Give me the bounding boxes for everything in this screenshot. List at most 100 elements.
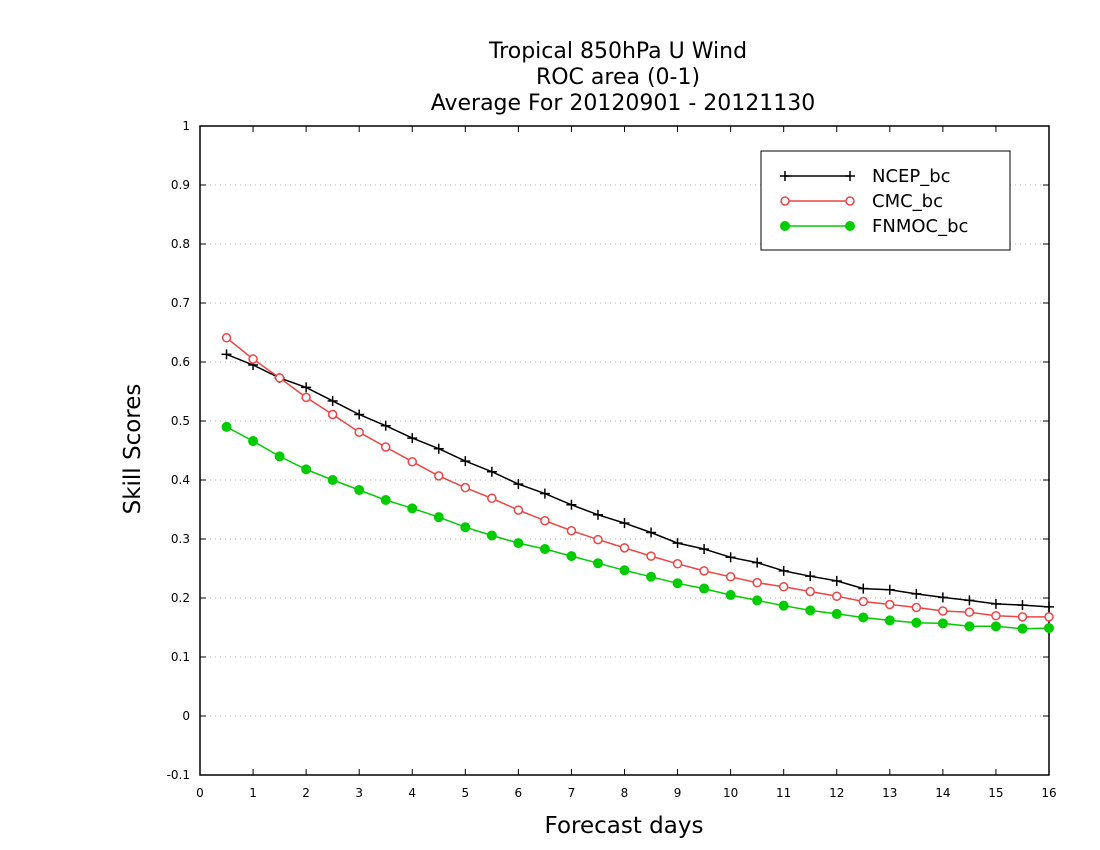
- data-point-marker: [845, 221, 855, 231]
- data-point-marker: [1044, 612, 1054, 622]
- data-point-marker: [725, 572, 736, 582]
- data-point-marker: [513, 505, 524, 515]
- grid-lines: [200, 184, 1049, 717]
- series-ncep-bc: [221, 349, 1054, 612]
- x-tick-label: 9: [674, 786, 682, 800]
- y-tick-label: 1: [182, 119, 190, 133]
- x-axis-ticks: 0 1 2 3 4 5 6 7 8 9 10 11 12 13 14 15 16: [196, 126, 1057, 800]
- data-point-marker: [539, 544, 550, 555]
- data-point-marker: [884, 615, 895, 626]
- x-tick-label: 16: [1041, 786, 1056, 800]
- y-tick-label: 0.5: [171, 414, 190, 428]
- data-point-marker: [460, 522, 471, 533]
- x-tick-label: 10: [723, 786, 738, 800]
- legend-item: CMC_bc: [780, 191, 943, 212]
- data-point-marker: [592, 558, 603, 569]
- series-line: [226, 337, 1049, 618]
- y-axis-ticks: -0.1 0 0.1 0.2 0.3 0.4 0.5 0.6 0.7 0.8 0.9 1: [167, 119, 1049, 782]
- data-point-marker: [780, 196, 790, 206]
- data-point-marker: [964, 621, 975, 632]
- legend-items: NCEP_bc CMC_bc FNMOC_bc: [780, 166, 968, 237]
- data-point-marker: [434, 471, 444, 481]
- y-axis-label: Skill Scores: [120, 384, 146, 515]
- x-tick-label: 13: [882, 786, 897, 800]
- data-point-marker: [513, 538, 524, 549]
- x-tick-label: 8: [621, 786, 629, 800]
- data-point-marker: [248, 354, 258, 364]
- x-tick-label: 3: [355, 786, 363, 800]
- data-point-marker: [805, 586, 815, 597]
- data-point-marker: [327, 409, 338, 420]
- legend-item: NCEP_bc: [780, 166, 951, 187]
- chart-title: Tropical 850hPa U Wind ROC area (0-1) Av…: [431, 39, 816, 116]
- data-point-marker: [221, 421, 232, 432]
- x-axis-label: Forecast days: [545, 813, 704, 839]
- data-point-marker: [672, 559, 683, 569]
- data-point-marker: [832, 591, 842, 601]
- data-point-marker: [778, 582, 789, 592]
- y-tick-label: 0: [182, 709, 190, 723]
- data-point-marker: [460, 482, 471, 493]
- legend-label: NCEP_bc: [872, 166, 951, 187]
- x-tick-label: 7: [568, 786, 576, 800]
- data-point-marker: [327, 475, 338, 485]
- data-point-marker: [566, 551, 577, 562]
- data-point-marker: [725, 590, 736, 601]
- legend: NCEP_bc CMC_bc FNMOC_bc: [760, 150, 1011, 251]
- data-point-marker: [301, 464, 312, 475]
- data-point-marker: [780, 221, 790, 231]
- data-point-marker: [566, 525, 577, 536]
- data-point-marker: [221, 333, 232, 343]
- data-point-marker: [938, 606, 948, 616]
- data-point-marker: [433, 512, 444, 523]
- data-point-marker: [1017, 623, 1028, 634]
- data-point-marker: [699, 566, 709, 576]
- data-point-marker: [248, 436, 259, 447]
- data-point-marker: [354, 427, 364, 437]
- series-cmc-bc: [221, 333, 1054, 622]
- y-tick-label: 0.6: [171, 355, 190, 369]
- x-tick-label: 6: [515, 786, 523, 800]
- y-tick-label: 0.1: [171, 650, 190, 664]
- data-point-marker: [911, 617, 922, 628]
- data-point-marker: [991, 610, 1001, 621]
- data-point-marker: [858, 596, 869, 607]
- data-point-marker: [354, 485, 365, 496]
- chart-title-line-3: Average For 20120901 - 20121130: [431, 91, 816, 116]
- data-point-marker: [301, 392, 311, 403]
- data-point-marker: [407, 503, 418, 514]
- data-point-marker: [964, 607, 975, 617]
- data-point-marker: [407, 456, 417, 467]
- data-point-marker: [858, 612, 869, 623]
- x-tick-label: 15: [988, 786, 1003, 800]
- data-point-marker: [646, 551, 656, 561]
- data-point-marker: [1044, 623, 1054, 634]
- x-tick-label: 11: [776, 786, 791, 800]
- series-group: [221, 333, 1054, 634]
- data-point-marker: [911, 602, 922, 613]
- data-point-marker: [540, 515, 550, 526]
- x-tick-label: 5: [461, 786, 469, 800]
- y-tick-label: 0.2: [171, 591, 190, 605]
- series-line: [226, 353, 1050, 608]
- data-point-marker: [486, 530, 497, 541]
- data-point-marker: [845, 196, 855, 206]
- y-tick-label: 0.7: [171, 296, 190, 310]
- x-tick-label: 2: [302, 786, 310, 800]
- x-tick-label: 0: [196, 786, 204, 800]
- data-point-marker: [752, 577, 762, 588]
- data-point-marker: [619, 565, 630, 576]
- data-point-marker: [778, 600, 789, 611]
- x-tick-label: 1: [249, 786, 257, 800]
- data-point-marker: [831, 608, 842, 619]
- legend-label: FNMOC_bc: [872, 216, 968, 237]
- x-tick-label: 4: [408, 786, 416, 800]
- y-tick-label: 0.4: [171, 473, 190, 487]
- data-point-marker: [699, 583, 710, 594]
- x-tick-label: 12: [829, 786, 844, 800]
- data-point-marker: [274, 451, 285, 462]
- series-fnmoc-bc: [221, 421, 1054, 634]
- data-point-marker: [380, 442, 391, 452]
- x-tick-label: 14: [935, 786, 950, 800]
